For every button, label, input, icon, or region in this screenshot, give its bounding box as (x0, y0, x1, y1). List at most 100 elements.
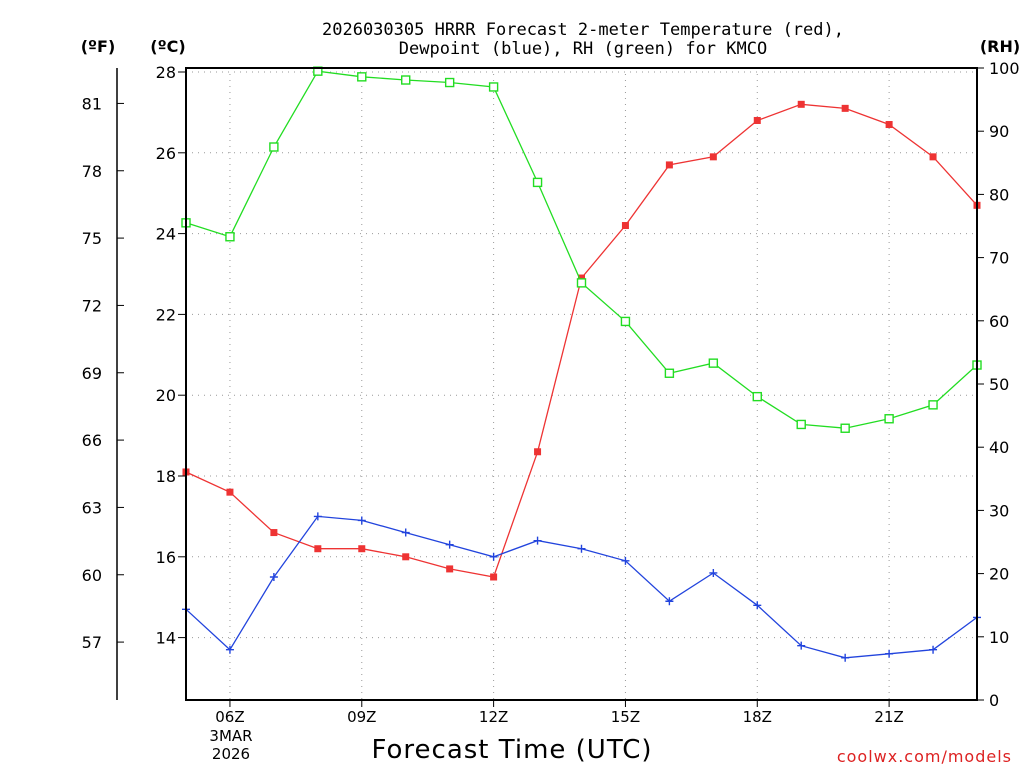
temperature-marker (665, 161, 673, 169)
time-tick-label: 09Z (347, 708, 376, 726)
temperature-marker (358, 545, 366, 553)
temperature-marker (578, 274, 585, 282)
celsius-tick-label: 28 (156, 63, 176, 82)
rh-tick-label: 60 (989, 312, 1009, 331)
celsius-tick-label: 14 (156, 629, 176, 648)
rh-marker (840, 423, 850, 433)
temperature-marker (753, 116, 761, 124)
fahrenheit-tick-label: 81 (82, 94, 102, 113)
dewpoint-marker (313, 512, 322, 521)
rh-tick-label: 100 (989, 59, 1020, 78)
celsius-tick-label: 22 (156, 305, 176, 324)
plot-frame (185, 67, 978, 701)
rh-tick-label: 20 (989, 565, 1009, 584)
time-tick-label: 18Z (743, 708, 772, 726)
rh-axis: 0 10 20 30 40 50 60 70 80 90 100 (977, 59, 1020, 710)
celsius-tick-label: 18 (156, 467, 176, 486)
date-label-line2: 2026 (212, 745, 250, 763)
rh-marker (401, 75, 411, 85)
rh-marker (488, 82, 499, 92)
dewpoint-marker (665, 597, 674, 606)
fahrenheit-tick-label: 66 (82, 431, 102, 450)
temperature-marker (621, 222, 629, 230)
temperature-marker (841, 104, 849, 112)
rh-marker (928, 400, 938, 410)
temperature-marker (490, 573, 498, 581)
time-axis: 06Z 09Z 12Z 15Z 18Z 21Z (215, 700, 904, 726)
dewpoint-marker (753, 601, 762, 610)
temperature-marker (314, 545, 322, 553)
dewpoint-marker (225, 645, 234, 654)
dewpoint-marker (797, 641, 806, 650)
rh-marker (225, 232, 235, 242)
temperature-marker (534, 448, 542, 456)
temperature-marker (226, 488, 234, 496)
dewpoint-marker (577, 544, 586, 553)
fahrenheit-tick-label: 63 (82, 498, 102, 517)
credit-label: coolwx.com/models (837, 747, 1012, 766)
rh-tick-label: 0 (989, 691, 999, 710)
temperature-marker (446, 565, 454, 573)
rh-tick-label: 30 (989, 501, 1009, 520)
rh-marker (620, 316, 631, 327)
rh-tick-label: 50 (989, 375, 1009, 394)
rh-line (185, 70, 978, 429)
dewpoint-marker (445, 540, 454, 549)
fahrenheit-tick-label: 69 (82, 364, 102, 383)
celsius-axis: 14 16 18 20 22 24 26 28 (156, 63, 186, 648)
temperature-marker (709, 153, 717, 161)
chart-title-line1: 2026030305 HRRR Forecast 2-meter Tempera… (322, 20, 844, 40)
grid-lines (186, 68, 977, 700)
temperature-marker (797, 100, 805, 108)
rh-tick-label: 90 (989, 122, 1009, 141)
rh-marker (664, 368, 675, 378)
rh-marker (576, 278, 587, 288)
dewpoint-marker (885, 649, 894, 658)
series-layer (181, 66, 982, 662)
dewpoint-marker (489, 552, 498, 561)
temperature-marker (270, 529, 278, 537)
temperature-marker (402, 553, 410, 561)
rh-marker (444, 77, 455, 88)
dewpoint-line (185, 515, 978, 659)
fahrenheit-unit-label: (ºF) (81, 37, 116, 56)
celsius-tick-label: 20 (156, 386, 176, 405)
time-tick-label: 15Z (611, 708, 640, 726)
chart-title-line2: Dewpoint (blue), RH (green) for KMCO (399, 39, 767, 59)
time-tick-label: 06Z (215, 708, 244, 726)
rh-marker (269, 142, 279, 152)
rh-tick-label: 80 (989, 185, 1009, 204)
temperature-line (185, 103, 978, 578)
temperature-series (182, 100, 981, 581)
celsius-unit-label: (ºC) (150, 37, 185, 56)
dewpoint-series (182, 512, 981, 662)
fahrenheit-tick-label: 75 (82, 229, 102, 248)
rh-series (181, 66, 982, 433)
celsius-tick-label: 24 (156, 225, 176, 244)
rh-tick-label: 10 (989, 628, 1009, 647)
rh-marker (708, 358, 719, 368)
dewpoint-marker (929, 645, 938, 654)
time-tick-label: 21Z (874, 708, 903, 726)
fahrenheit-tick-label: 78 (82, 162, 102, 181)
rh-marker (884, 414, 894, 424)
dewpoint-marker (357, 516, 366, 525)
dewpoint-marker (709, 568, 718, 577)
date-label-line1: 3MAR (209, 727, 252, 745)
rh-unit-label: (RH) (980, 37, 1020, 56)
dewpoint-marker (841, 653, 850, 662)
rh-marker (532, 177, 543, 188)
temperature-marker (885, 121, 893, 129)
dewpoint-marker (401, 528, 410, 537)
fahrenheit-axis: 57 60 63 66 69 72 75 78 81 (82, 68, 124, 700)
celsius-tick-label: 16 (156, 548, 176, 567)
rh-marker (357, 72, 367, 82)
fahrenheit-tick-label: 57 (82, 633, 102, 652)
rh-tick-label: 70 (989, 249, 1009, 268)
time-tick-label: 12Z (479, 708, 508, 726)
fahrenheit-tick-label: 72 (82, 296, 102, 315)
dewpoint-marker (621, 556, 630, 565)
rh-marker (796, 419, 806, 430)
rh-tick-label: 40 (989, 438, 1009, 457)
